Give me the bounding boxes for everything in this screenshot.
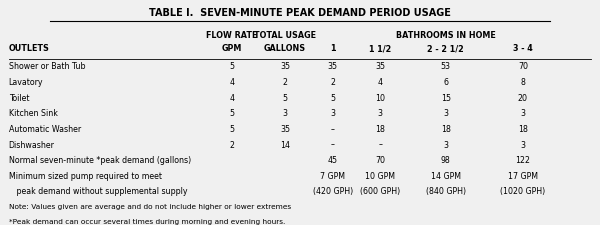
Text: 3: 3	[443, 140, 448, 149]
Text: 35: 35	[280, 62, 290, 71]
Text: –: –	[331, 140, 335, 149]
Text: 2 - 2 1/2: 2 - 2 1/2	[427, 44, 464, 53]
Text: 70: 70	[375, 156, 385, 165]
Text: 17 GPM: 17 GPM	[508, 172, 538, 181]
Text: (1020 GPH): (1020 GPH)	[500, 187, 545, 196]
Text: 1: 1	[330, 44, 335, 53]
Text: 53: 53	[440, 62, 451, 71]
Text: 3: 3	[283, 109, 287, 118]
Text: Normal seven-minute *peak demand (gallons): Normal seven-minute *peak demand (gallon…	[9, 156, 191, 165]
Text: GALLONS: GALLONS	[264, 44, 306, 53]
Text: 5: 5	[283, 94, 287, 103]
Text: 122: 122	[515, 156, 530, 165]
Text: 1 1/2: 1 1/2	[369, 44, 391, 53]
Text: 10: 10	[375, 94, 385, 103]
Text: Kitchen Sink: Kitchen Sink	[9, 109, 58, 118]
Text: 10 GPM: 10 GPM	[365, 172, 395, 181]
Text: 4: 4	[378, 78, 383, 87]
Text: TOTAL USAGE: TOTAL USAGE	[254, 31, 316, 40]
Text: 6: 6	[443, 78, 448, 87]
Text: 4: 4	[229, 78, 234, 87]
Text: 18: 18	[441, 125, 451, 134]
Text: 8: 8	[520, 78, 526, 87]
Text: (600 GPH): (600 GPH)	[360, 187, 400, 196]
Text: 18: 18	[518, 125, 528, 134]
Text: Shower or Bath Tub: Shower or Bath Tub	[9, 62, 85, 71]
Text: 14 GPM: 14 GPM	[431, 172, 461, 181]
Text: 3: 3	[330, 109, 335, 118]
Text: 3: 3	[378, 109, 383, 118]
Text: 70: 70	[518, 62, 528, 71]
Text: 5: 5	[229, 109, 234, 118]
Text: –: –	[331, 125, 335, 134]
Text: 5: 5	[330, 94, 335, 103]
Text: 14: 14	[280, 140, 290, 149]
Text: 18: 18	[376, 125, 385, 134]
Text: Toilet: Toilet	[9, 94, 29, 103]
Text: 35: 35	[328, 62, 338, 71]
Text: 3: 3	[520, 109, 526, 118]
Text: (420 GPH): (420 GPH)	[313, 187, 353, 196]
Text: 20: 20	[518, 94, 528, 103]
Text: *Peak demand can occur several times during morning and evening hours.: *Peak demand can occur several times dur…	[9, 218, 285, 225]
Text: Dishwasher: Dishwasher	[9, 140, 55, 149]
Text: 2: 2	[229, 140, 234, 149]
Text: FLOW RATE: FLOW RATE	[206, 31, 257, 40]
Text: OUTLETS: OUTLETS	[9, 44, 50, 53]
Text: 4: 4	[229, 94, 234, 103]
Text: 3: 3	[520, 140, 526, 149]
Text: 5: 5	[229, 125, 234, 134]
Text: peak demand without supplemental supply: peak demand without supplemental supply	[9, 187, 187, 196]
Text: Minimum sized pump required to meet: Minimum sized pump required to meet	[9, 172, 162, 181]
Text: 3: 3	[443, 109, 448, 118]
Text: 15: 15	[440, 94, 451, 103]
Text: 2: 2	[330, 78, 335, 87]
Text: 2: 2	[283, 78, 287, 87]
Text: 35: 35	[375, 62, 385, 71]
Text: –: –	[378, 140, 382, 149]
Text: Lavatory: Lavatory	[9, 78, 43, 87]
Text: 45: 45	[328, 156, 338, 165]
Text: 35: 35	[280, 125, 290, 134]
Text: (840 GPH): (840 GPH)	[425, 187, 466, 196]
Text: BATHROOMS IN HOME: BATHROOMS IN HOME	[396, 31, 496, 40]
Text: Automatic Washer: Automatic Washer	[9, 125, 81, 134]
Text: Note: Values given are average and do not include higher or lower extremes: Note: Values given are average and do no…	[9, 204, 291, 210]
Text: 98: 98	[441, 156, 451, 165]
Text: 5: 5	[229, 62, 234, 71]
Text: GPM: GPM	[221, 44, 242, 53]
Text: TABLE I.  SEVEN-MINUTE PEAK DEMAND PERIOD USAGE: TABLE I. SEVEN-MINUTE PEAK DEMAND PERIOD…	[149, 8, 451, 18]
Text: 3 - 4: 3 - 4	[513, 44, 533, 53]
Text: 7 GPM: 7 GPM	[320, 172, 345, 181]
